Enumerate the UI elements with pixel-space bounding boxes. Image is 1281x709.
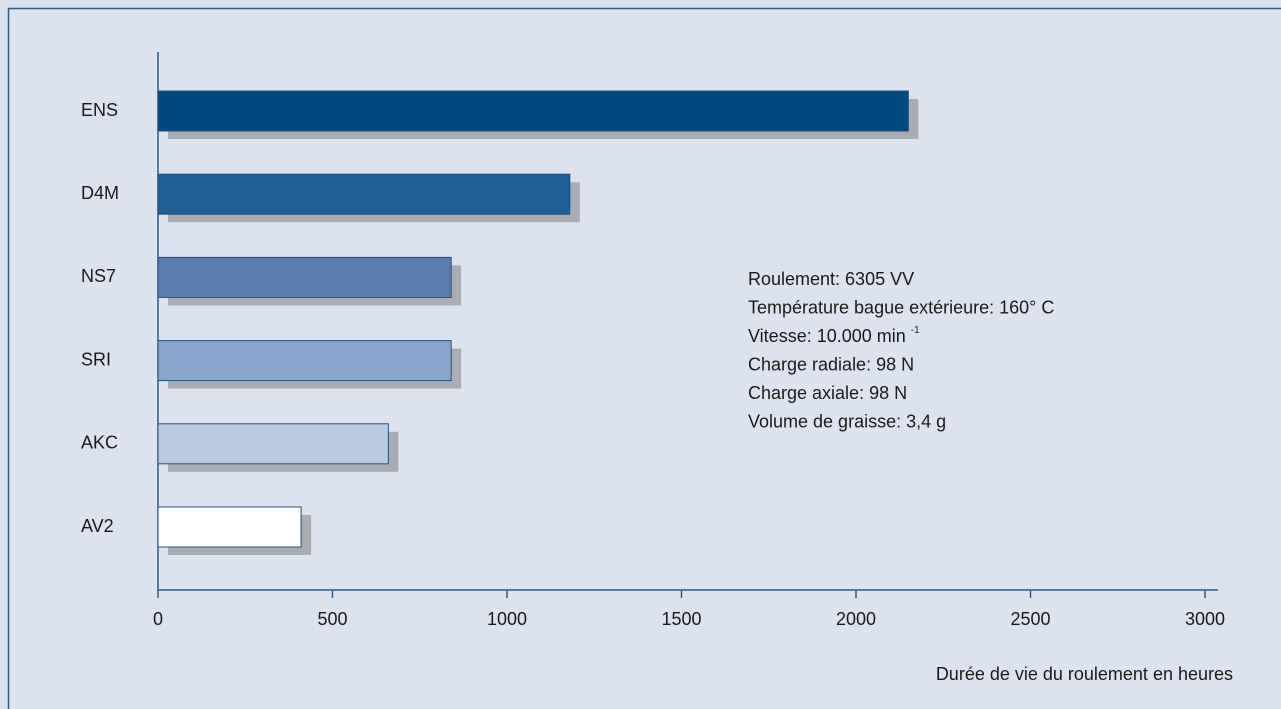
bar [157,506,302,548]
x-tick-label: 1500 [661,609,701,629]
x-tick-label: 3000 [1185,609,1225,629]
y-tick-label: NS7 [81,266,116,286]
y-tick-label: SRI [81,349,111,369]
y-tick-label: AKC [81,433,118,453]
annotation-text: Vitesse: 10.000 min [748,326,906,346]
bar [157,340,452,382]
x-tick-label: 2000 [836,609,876,629]
x-tick-label: 500 [317,609,347,629]
annotation: Volume de graisse: 3,4 g [748,411,946,431]
x-tick-label: 1000 [487,609,527,629]
annotation: Vitesse: 10.000 min -1 [748,325,920,346]
x-tick-label: 2500 [1010,609,1050,629]
bar [157,173,571,215]
annotation: Roulement: 6305 VV [748,269,914,289]
y-tick-label: D4M [81,183,119,203]
annotation: Charge axiale: 98 N [748,383,907,403]
frame [7,7,1281,709]
bar [157,90,909,132]
x-tick-label: 0 [153,609,163,629]
annotation: Charge radiale: 98 N [748,354,914,374]
annotation: Température bague extérieure: 160° C [748,297,1054,317]
annotation-superscript: -1 [911,325,920,336]
bar [157,256,452,298]
y-tick-label: ENS [81,100,118,120]
y-tick-label: AV2 [81,516,114,536]
x-axis-label: Durée de vie du roulement en heures [936,664,1233,684]
bar [157,423,389,465]
